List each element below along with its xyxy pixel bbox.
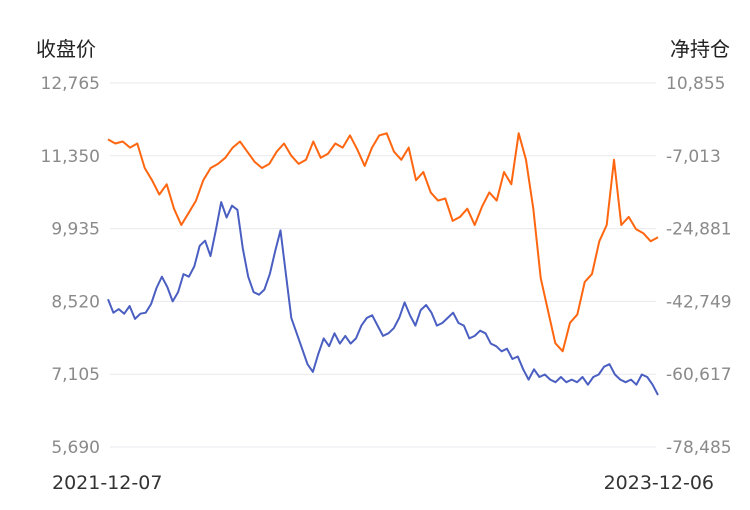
series-line-right-axis (107, 132, 659, 353)
right-axis-title: 净持仓 (670, 37, 730, 61)
left-axis-title: 收盘价 (36, 37, 96, 61)
right-tick-label: -42,749 (666, 292, 732, 312)
x-end-label: 2023-12-06 (604, 472, 714, 494)
right-axis-ticks: 10,855 -7,013 -24,881 -42,749 -60,617 -78,485 (666, 74, 732, 458)
left-tick-label: 5,690 (51, 438, 100, 458)
x-start-label: 2021-12-07 (52, 472, 162, 494)
series-lines (107, 132, 659, 396)
left-tick-label: 12,765 (41, 74, 100, 94)
left-tick-label: 7,105 (51, 365, 100, 385)
right-tick-label: -7,013 (666, 147, 721, 167)
series-line-left-axis (107, 201, 659, 396)
left-tick-label: 8,520 (51, 292, 100, 312)
gridlines (110, 82, 656, 448)
left-tick-label: 9,935 (51, 220, 100, 240)
right-tick-label: -60,617 (666, 365, 732, 385)
right-tick-label: -24,881 (666, 220, 732, 240)
right-tick-label: 10,855 (666, 74, 725, 94)
left-axis-ticks: 12,765 11,350 9,935 8,520 7,105 5,690 (41, 74, 100, 458)
right-tick-label: -78,485 (666, 438, 732, 458)
left-tick-label: 11,350 (41, 147, 100, 167)
